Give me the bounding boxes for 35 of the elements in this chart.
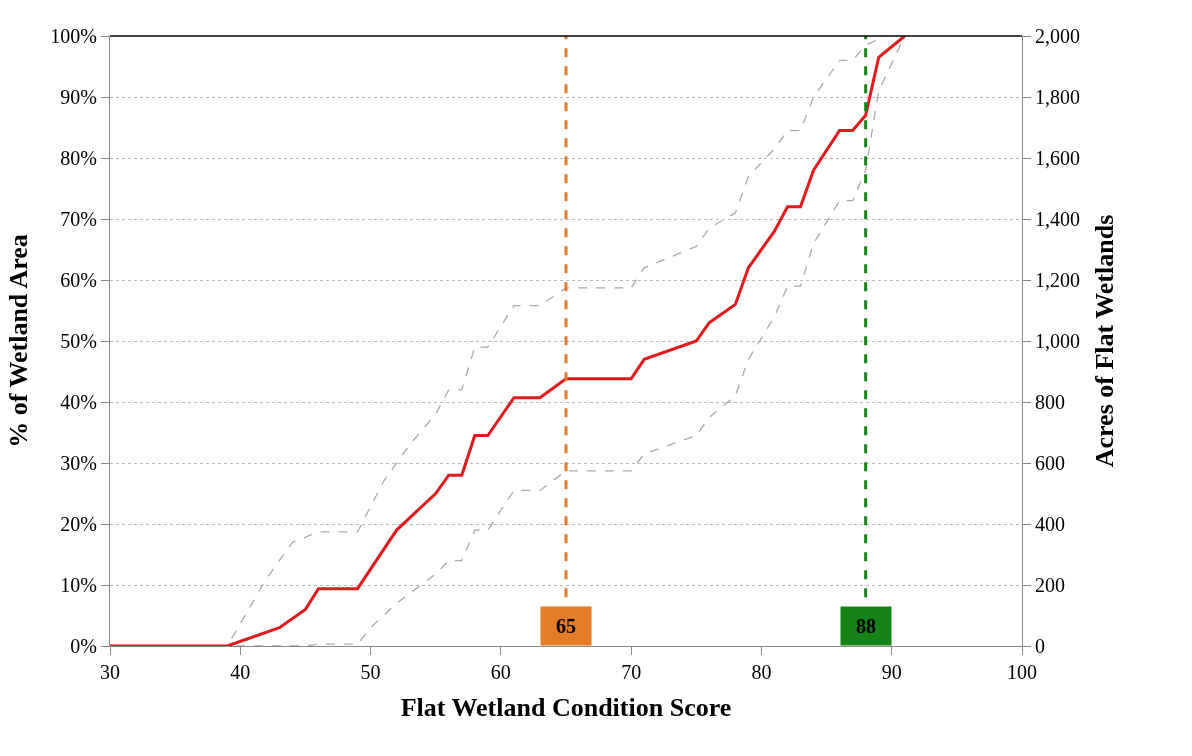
x-tick-label: 100: [1007, 661, 1037, 683]
y2-tick-label: 1,600: [1035, 147, 1080, 169]
y-tick-label: 10%: [60, 574, 97, 596]
y-tick-label: 100%: [50, 25, 97, 47]
y-tick-label: 0%: [70, 635, 97, 657]
y2-axis-title: Acres of Flat Wetlands: [1089, 214, 1119, 468]
y2-tick-label: 2,000: [1035, 25, 1080, 47]
x-tick-label: 30: [100, 661, 120, 683]
y2-tick-label: 0: [1035, 635, 1045, 657]
y-tick-label: 80%: [60, 147, 97, 169]
ref-line-label: 65: [556, 615, 576, 637]
y-tick-label: 60%: [60, 269, 97, 291]
x-tick-label: 80: [751, 661, 772, 683]
y2-tick-label: 1,800: [1035, 86, 1080, 108]
y-tick-label: 70%: [60, 208, 97, 230]
y-tick-label: 30%: [60, 452, 97, 474]
y2-tick-label: 800: [1035, 391, 1065, 413]
y2-tick-label: 1,000: [1035, 330, 1080, 352]
y-tick-label: 40%: [60, 391, 97, 413]
x-tick-label: 70: [621, 661, 642, 683]
x-tick-label: 50: [360, 661, 381, 683]
ref-line-label: 88: [856, 615, 876, 637]
y-tick-label: 20%: [60, 513, 97, 535]
y2-tick-label: 200: [1035, 574, 1065, 596]
x-tick-label: 90: [881, 661, 902, 683]
y2-tick-label: 400: [1035, 513, 1065, 535]
y-axis-title: % of Wetland Area: [3, 234, 33, 448]
y-tick-label: 90%: [60, 86, 97, 108]
y2-tick-label: 600: [1035, 452, 1065, 474]
x-tick-label: 40: [230, 661, 251, 683]
x-axis-title: Flat Wetland Condition Score: [400, 692, 732, 722]
y2-tick-label: 1,400: [1035, 208, 1080, 230]
y-tick-label: 50%: [60, 330, 97, 352]
y2-tick-label: 1,200: [1035, 269, 1080, 291]
x-tick-label: 60: [490, 661, 511, 683]
